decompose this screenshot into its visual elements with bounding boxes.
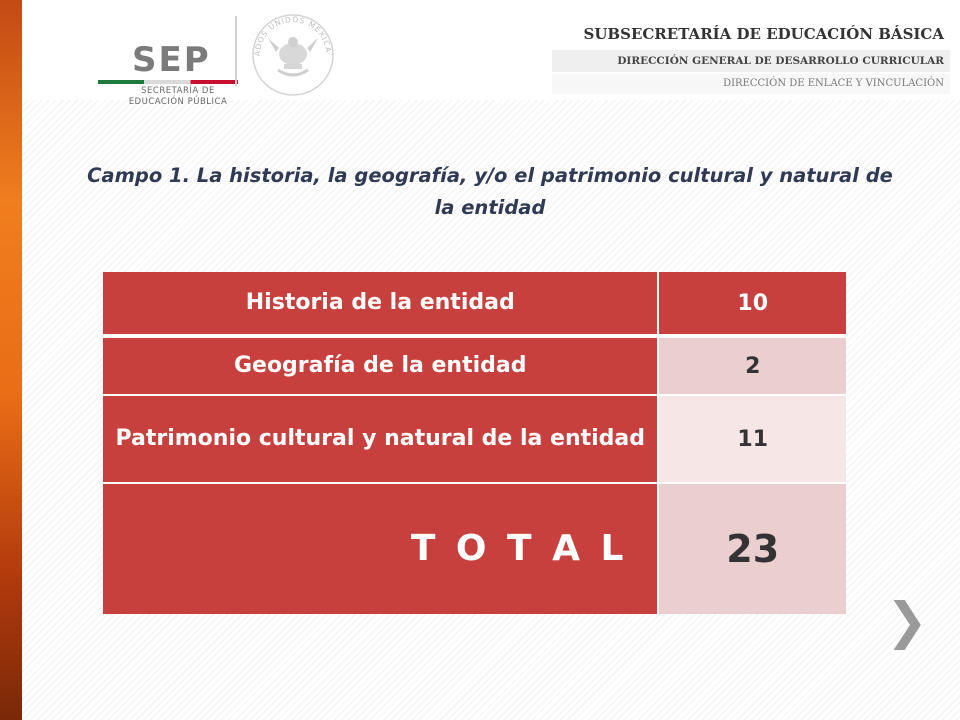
next-slide-chevron-icon[interactable]: ❯	[886, 592, 928, 650]
row-value: 11	[659, 396, 846, 484]
agency-subtitle-1: DIRECCIÓN GENERAL DE DESARROLLO CURRICUL…	[552, 50, 950, 72]
summary-table: Historia de la entidad 10 Geografía de l…	[103, 272, 846, 614]
total-label: T O T A L	[103, 484, 660, 614]
table-row: Geografía de la entidad 2	[103, 338, 846, 396]
row-value: 2	[659, 338, 846, 396]
mexico-seal-icon: ESTADOS UNIDOS MEXICANOS	[250, 12, 334, 96]
header-divider	[235, 16, 237, 86]
total-row: T O T A L 23	[103, 484, 846, 614]
page-title: Campo 1. La historia, la geografía, y/o …	[87, 164, 893, 219]
total-value: 23	[659, 484, 846, 614]
row-label: Geografía de la entidad	[103, 338, 660, 396]
side-accent-bar	[0, 0, 22, 720]
row-value: 10	[659, 272, 846, 338]
sep-tricolor-rule	[98, 80, 238, 84]
table-row: Patrimonio cultural y natural de la enti…	[103, 396, 846, 484]
agency-subtitle-2: DIRECCIÓN DE ENLACE Y VINCULACIÓN	[552, 74, 950, 94]
sep-subtitle: SECRETARÍA DE EDUCACIÓN PÚBLICA	[128, 86, 228, 107]
sep-logo-text: SEP	[132, 40, 211, 80]
agency-main-title: SUBSECRETARÍA DE EDUCACIÓN BÁSICA	[552, 20, 950, 48]
table-row: Historia de la entidad 10	[103, 272, 846, 338]
row-label: Patrimonio cultural y natural de la enti…	[103, 396, 660, 484]
header: SEP SECRETARÍA DE EDUCACIÓN PÚBLICA ESTA…	[22, 0, 960, 107]
sep-logo: SEP SECRETARÍA DE EDUCACIÓN PÚBLICA	[60, 18, 240, 107]
row-label: Historia de la entidad	[103, 272, 660, 338]
agency-block: SUBSECRETARÍA DE EDUCACIÓN BÁSICA DIRECC…	[552, 20, 950, 96]
